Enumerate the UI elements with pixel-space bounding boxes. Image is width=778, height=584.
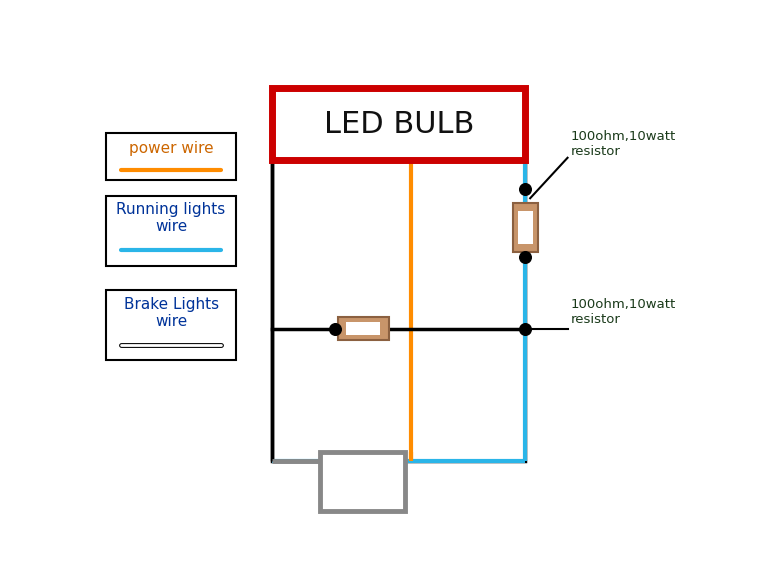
Text: Brake Lights
wire: Brake Lights wire	[124, 297, 219, 329]
Point	[519, 324, 531, 333]
Bar	[517, 211, 533, 244]
Point	[519, 185, 531, 194]
Text: 100ohm,10watt
resistor: 100ohm,10watt resistor	[570, 298, 676, 326]
Text: LED BULB: LED BULB	[324, 110, 474, 138]
Bar	[107, 196, 236, 266]
Point	[519, 252, 531, 262]
Bar	[107, 133, 236, 180]
Bar	[321, 452, 405, 511]
Text: 100ohm,10watt
resistor: 100ohm,10watt resistor	[570, 130, 676, 158]
Bar	[107, 290, 236, 360]
Bar	[272, 160, 525, 461]
Bar	[272, 88, 525, 160]
Bar	[513, 203, 538, 252]
Bar	[346, 322, 380, 335]
Point	[328, 324, 341, 333]
Text: power wire: power wire	[129, 141, 213, 156]
Text: Running lights
wire: Running lights wire	[117, 202, 226, 235]
Bar	[338, 317, 389, 340]
